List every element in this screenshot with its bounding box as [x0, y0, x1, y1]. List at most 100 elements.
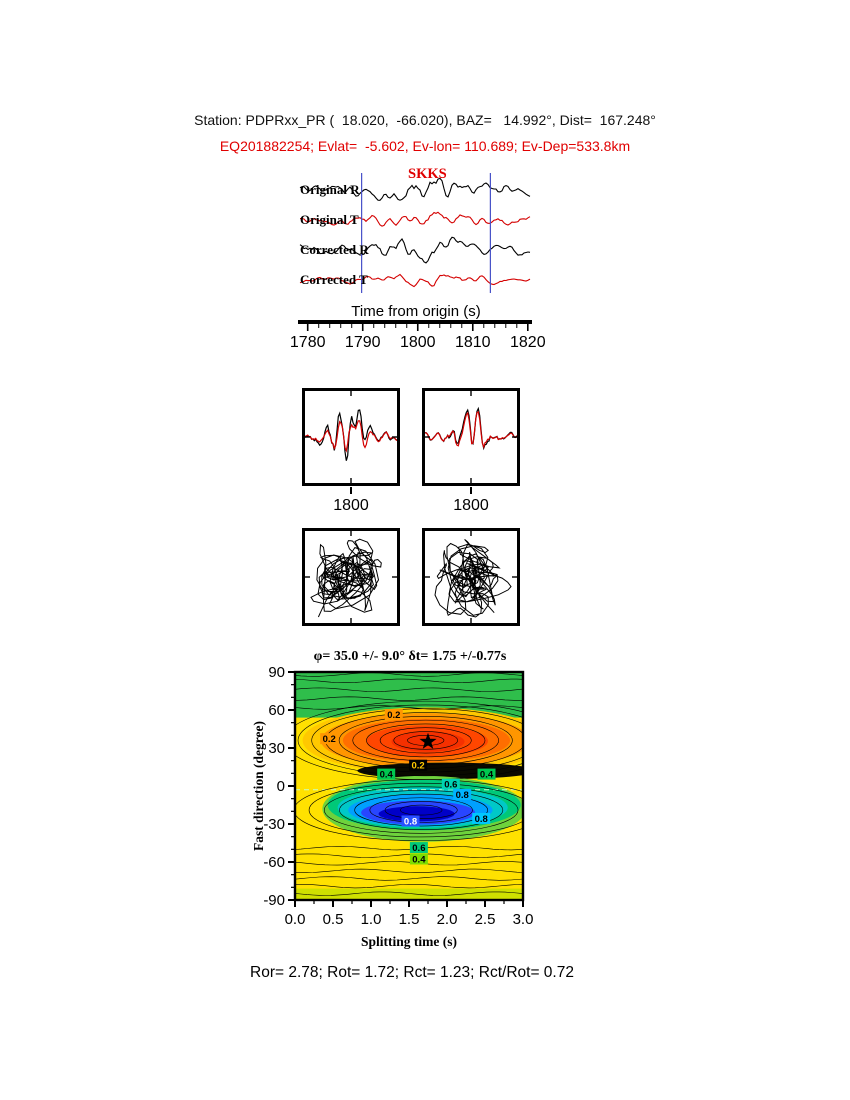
contour-ring [308, 782, 523, 838]
time-axis: 1780 1790 1800 1810 1820 [290, 320, 546, 351]
overlay-trace-t [425, 410, 517, 449]
contour-axes: 90 60 30 0 -30 -60 -900.0 0.5 1.0 1.5 2.0 2.5 3.0 [263, 666, 533, 928]
time-tick-label: 1820 [510, 334, 546, 351]
contour-band [295, 888, 523, 900]
time-tick-label: 1800 [400, 334, 436, 351]
contour-line [295, 678, 523, 684]
x-tick-label: 3.0 [513, 911, 534, 928]
contour-line [295, 876, 523, 881]
contour-label-chip [409, 842, 428, 854]
x-tick-label: 0.5 [323, 911, 344, 928]
y-tick-label: -30 [263, 816, 285, 833]
trace-label-original-t: Original T [300, 212, 359, 227]
particle-motion-right-plot [425, 531, 517, 623]
trace-label-corrected-r: Corrected R [300, 242, 369, 257]
time-tick-label: 1790 [345, 334, 381, 351]
time-tick-label: 1780 [290, 334, 326, 351]
contour-line [295, 705, 523, 710]
contour-label-chip [401, 815, 420, 827]
y-tick-label: 0 [277, 778, 285, 795]
seismogram-trace [299, 177, 531, 201]
contour-label-chip [320, 733, 339, 745]
contour-label-chip [409, 853, 428, 865]
waveform-overlay-box-right [422, 388, 520, 486]
contour-ring [399, 804, 443, 816]
contour-line [295, 861, 523, 866]
splitting-parameters-title: φ= 35.0 +/- 9.0° δt= 1.75 +/-0.77s [313, 649, 507, 664]
contour-label-text: 0.6 [412, 843, 425, 854]
contour-ring [366, 723, 486, 758]
contour-line [295, 846, 523, 851]
contour-fill-region [378, 806, 455, 822]
x-tick-label: 2.0 [437, 911, 458, 928]
trace-label-original-r: Original R [300, 182, 360, 197]
y-tick-label: 90 [268, 666, 285, 681]
contour-ring [384, 801, 458, 820]
seismogram-traces [299, 177, 531, 288]
contour-ring [295, 779, 523, 841]
contour-label-text: 0.8 [404, 816, 417, 827]
window-time-label-right: 1800 [453, 497, 489, 514]
quality-stats-line: Ror= 2.78; Rot= 1.72; Rct= 1.23; Rct/Rot… [250, 964, 574, 981]
x-tick-label: 0.0 [285, 911, 306, 928]
station-info-line: Station: PDPRxx_PR ( 18.020, -66.020), B… [194, 112, 656, 128]
overlay-trace-t [305, 420, 397, 453]
seismogram-panel: 1780 1790 1800 1810 1820 Original R Original… [290, 166, 546, 351]
waveform-overlay-box-left [302, 388, 400, 486]
y-tick-label: 60 [268, 702, 285, 719]
waveform-overlay-left-plot [305, 391, 397, 483]
contour-line [295, 853, 523, 858]
overlay-trace-r [305, 409, 397, 461]
contour-ring [323, 786, 519, 834]
particle-motion-box-left [302, 528, 400, 626]
contour-line [295, 696, 523, 701]
contour-label-chip [409, 759, 428, 771]
contour-ring [297, 704, 523, 777]
best-fit-star [419, 732, 437, 749]
axis-tick [350, 487, 352, 494]
contour-label-text: 0.6 [444, 780, 457, 791]
contour-label-text: 0.2 [387, 710, 400, 721]
contour-label-chip [377, 768, 396, 780]
contour-label-text: 0.4 [412, 854, 426, 865]
axis-tick [470, 487, 472, 494]
contour-label-text: 0.8 [456, 790, 469, 801]
y-tick-label: -60 [263, 854, 285, 871]
splitting-error-surface-plot: 0.20.20.20.4 0.40.60.80.8 0.80.60.4 906030… [263, 666, 533, 928]
contour-label-text: 0.4 [480, 770, 494, 781]
event-info-line: EQ201882254; Evlat= -5.602, Ev-lon= 110.… [219, 138, 631, 154]
contour-ring [379, 727, 472, 754]
contour-label-chip [441, 778, 460, 790]
seismogram-trace [299, 211, 531, 227]
contour-label-text: 0.2 [323, 734, 336, 745]
contour-line [295, 884, 523, 889]
x-tick-label: 1.5 [399, 911, 420, 928]
seismogram-trace [299, 236, 531, 264]
contour-ring [339, 790, 504, 830]
contour-label-text: 0.8 [475, 814, 488, 825]
contour-line [295, 868, 523, 874]
particle-motion-curve [434, 539, 512, 618]
contour-label-chip [384, 709, 403, 721]
x-tick-label: 2.5 [475, 911, 496, 928]
waveform-overlay-right-plot [425, 391, 517, 483]
trace-label-corrected-t: Corrected T [300, 272, 368, 287]
contour-label-text: 0.4 [380, 770, 394, 781]
contour-label-text: 0.2 [412, 761, 425, 772]
window-time-label-left: 1800 [333, 497, 369, 514]
phase-label: SKKS [408, 166, 447, 182]
time-tick-label: 1810 [455, 334, 491, 351]
y-tick-label: 30 [268, 740, 285, 757]
seismogram-trace [299, 273, 531, 288]
x-tick-label: 1.0 [361, 911, 382, 928]
contour-x-axis-label: Splitting time (s) [361, 934, 457, 949]
time-axis-title: Time from origin (s) [351, 303, 480, 320]
contour-line [295, 687, 523, 692]
particle-motion-box-right [422, 528, 520, 626]
particle-motion-curve [310, 538, 382, 618]
contour-ring [393, 731, 458, 750]
contour-line [295, 891, 523, 896]
analysis-window-markers [361, 173, 491, 293]
contour-ring [369, 797, 473, 823]
